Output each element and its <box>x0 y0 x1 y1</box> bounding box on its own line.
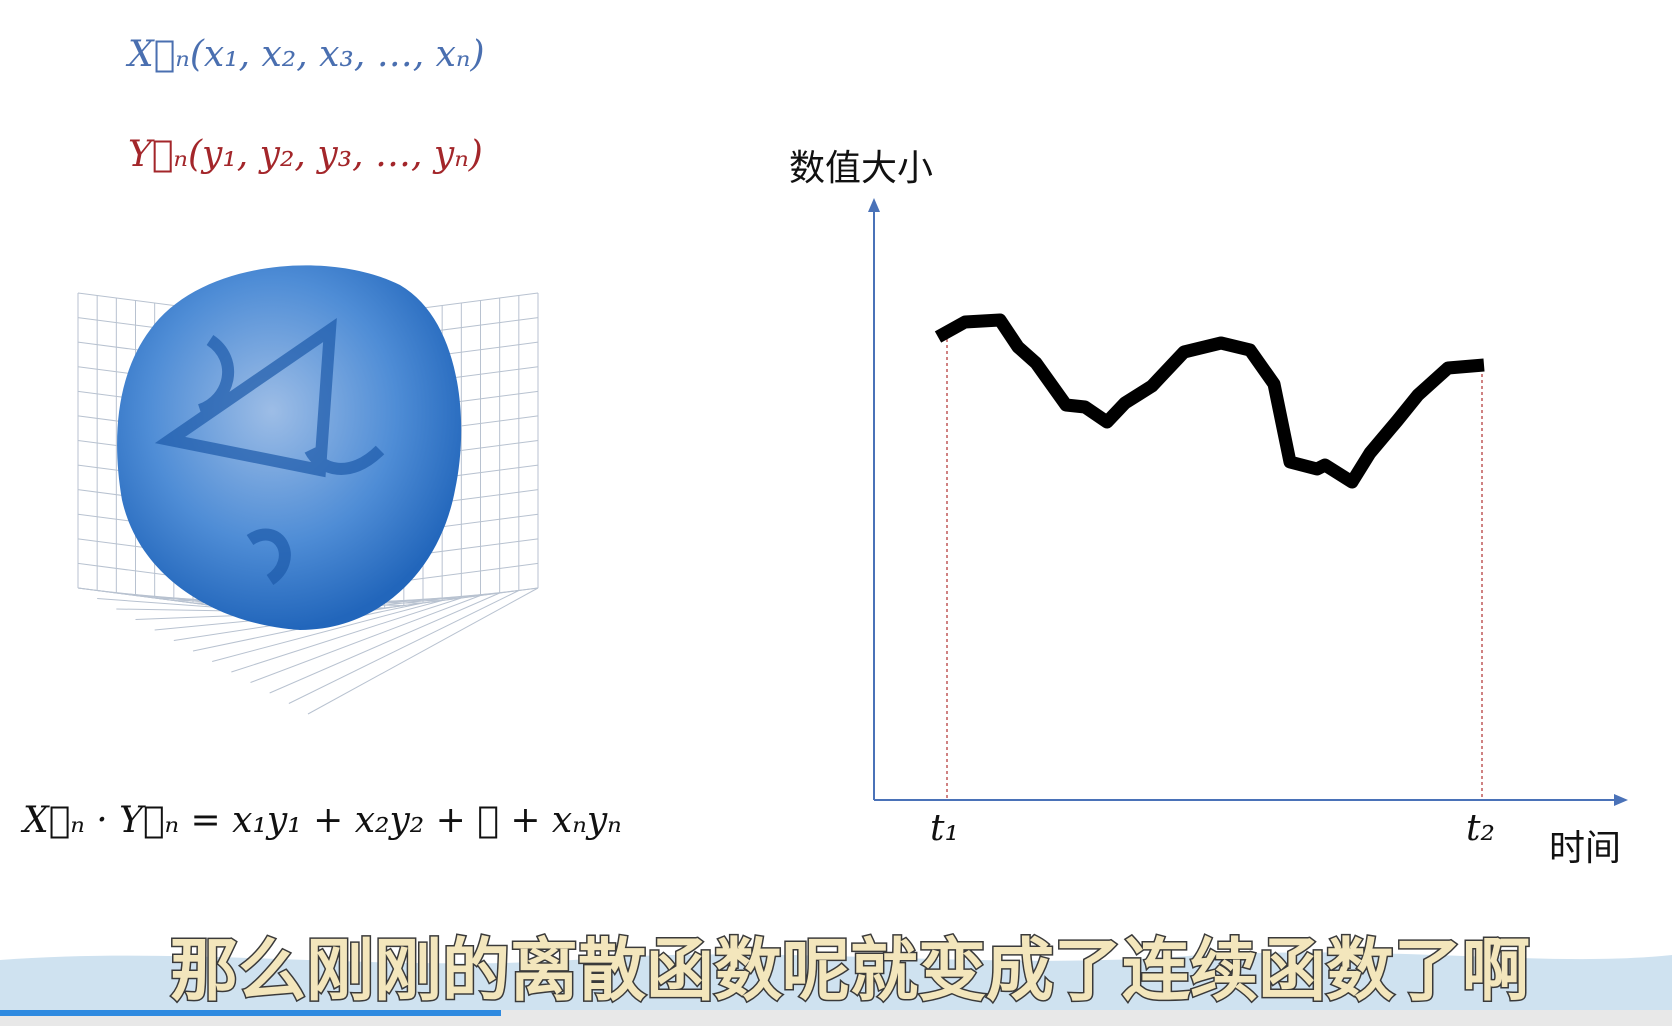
cube-grid-line <box>307 587 539 715</box>
dot-product-formula: X⃗ₙ · Y⃗ₙ = x₁y₁ + x₂y₂ + ⋯ + xₙyₙ <box>20 800 622 841</box>
continuous-curve <box>934 313 1485 489</box>
x-axis-arrow <box>1614 794 1628 806</box>
cube-grid-line <box>250 595 481 683</box>
cube-grid-line <box>269 592 500 694</box>
surface-folds <box>154 317 385 585</box>
cube-grid-line <box>231 597 462 673</box>
y-axis-label: 数值大小 <box>789 148 933 189</box>
cube-grid-line <box>212 600 443 662</box>
progress-bar[interactable] <box>0 1010 501 1016</box>
t-start-label: t₁ <box>930 808 959 849</box>
t-end-label: t₂ <box>1466 808 1495 849</box>
x-axis-label: 时间 <box>1549 828 1621 869</box>
y-axis-arrow <box>868 198 880 212</box>
cube-grid-line <box>288 590 520 704</box>
x-vector-formula: X⃗ₙ(x₁, x₂, x₃, …, xₙ) <box>125 34 485 75</box>
subtitle: 那么刚刚的离散函数呢就变成了连续函数了啊 <box>170 932 1530 1011</box>
bottom-wave <box>0 952 1672 1013</box>
3d-surface <box>117 265 462 630</box>
y-vector-formula: Y⃗ₙ(y₁, y₂, y₃, …, yₙ) <box>128 134 483 175</box>
